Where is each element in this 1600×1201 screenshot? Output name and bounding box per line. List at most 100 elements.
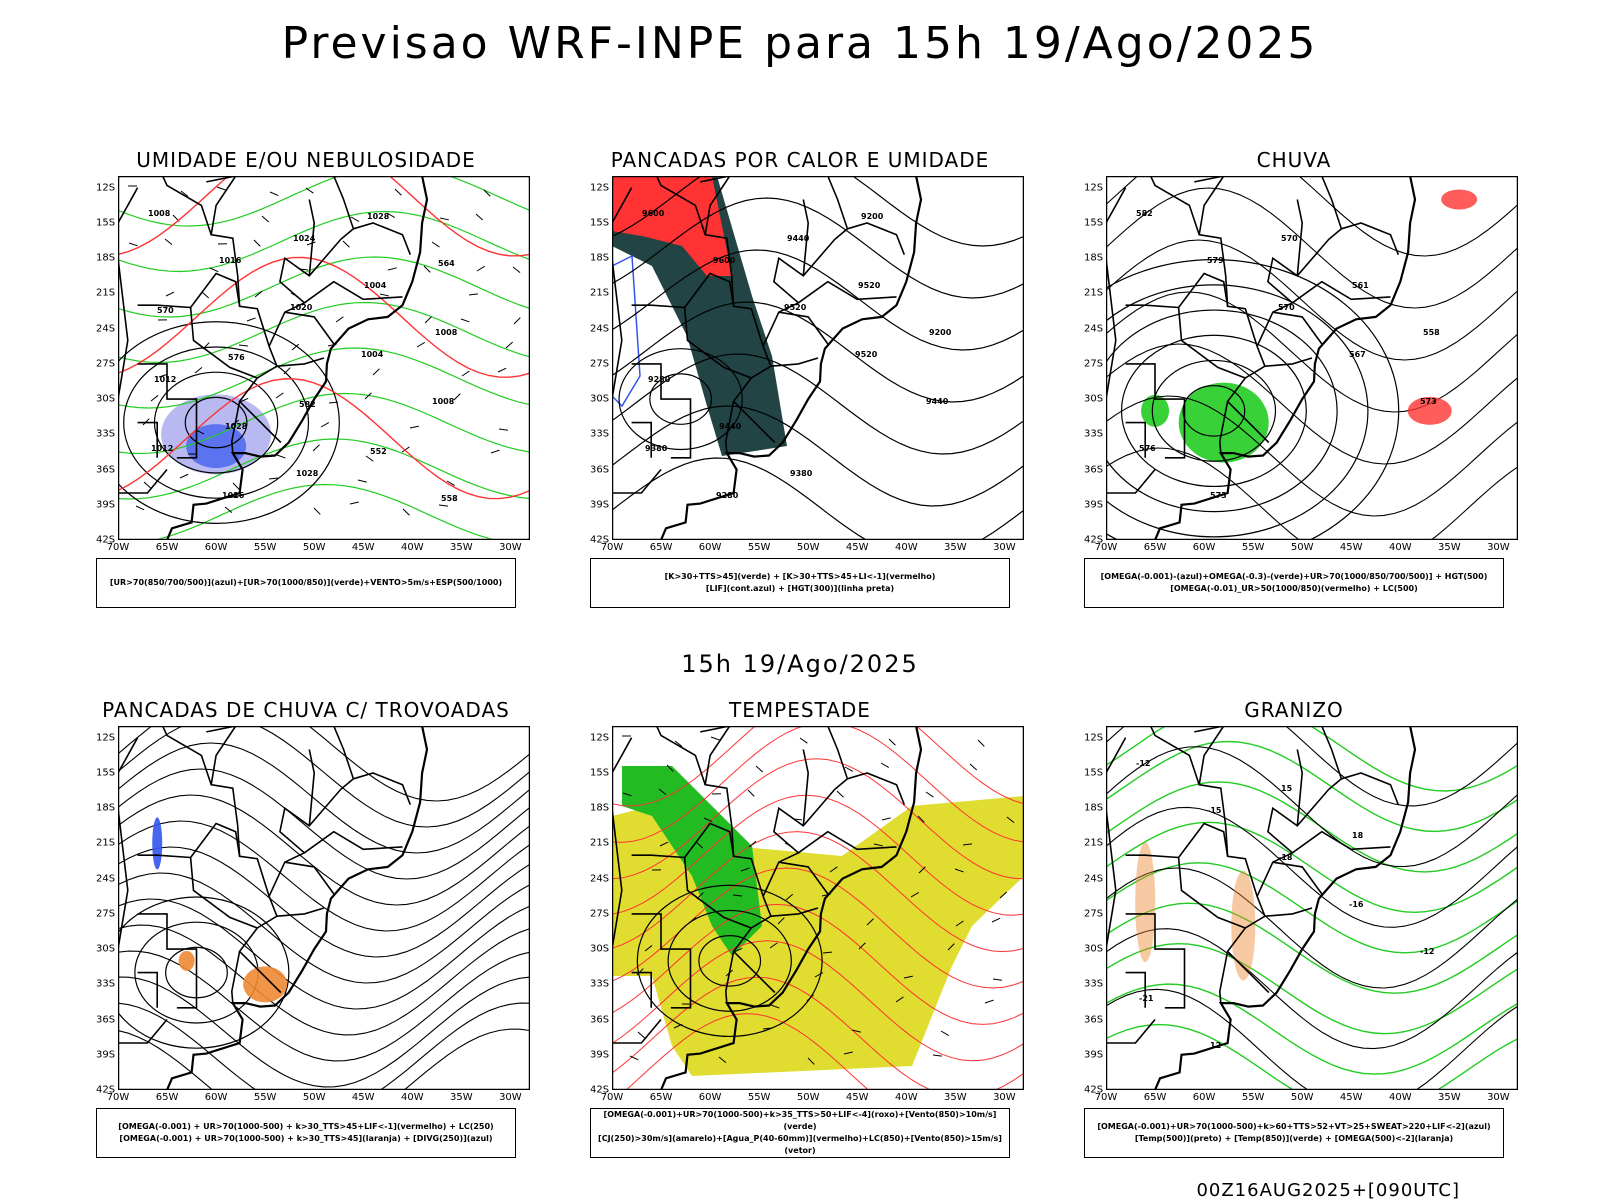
contour-label: 1004: [361, 350, 384, 359]
wind-vector: [336, 317, 343, 322]
contour-label: 9440: [926, 397, 949, 406]
lon-tick-label: 60W: [205, 542, 228, 553]
legend-line: [OMEGA(-0.01)_UR>50(1000/850)(vermelho) …: [1170, 583, 1418, 595]
contour-line: [612, 458, 1024, 540]
wind-vector: [217, 187, 225, 190]
coastline: [1155, 726, 1415, 1090]
border-line: [118, 738, 138, 773]
contour-line: [118, 769, 530, 879]
contour-line: [118, 743, 530, 853]
wind-vector: [800, 738, 807, 743]
lon-tick-label: 40W: [401, 1092, 424, 1103]
contour-label: -15: [1207, 806, 1222, 815]
wind-vector: [711, 737, 719, 740]
contour-label: 1024: [293, 234, 316, 243]
lon-tick-label: 65W: [156, 1092, 179, 1103]
border-line: [118, 470, 167, 494]
wind-vector: [129, 243, 138, 246]
lat-tick-label: 39S: [96, 1049, 115, 1060]
contour-label: 9520: [784, 303, 807, 312]
lon-tick-label: 65W: [156, 542, 179, 553]
panel-title: PANCADAS POR CALOR E UMIDADE: [590, 148, 1010, 172]
lon-tick-label: 65W: [1144, 1092, 1167, 1103]
wind-vector: [373, 369, 380, 375]
lon-tick-label: 40W: [1389, 1092, 1412, 1103]
wind-vector: [277, 455, 285, 458]
lon-tick-label: 45W: [1340, 542, 1363, 553]
wind-vector: [395, 189, 401, 195]
wind-vector: [262, 216, 269, 222]
border-line: [771, 358, 818, 366]
wind-vector: [410, 426, 419, 428]
lon-tick-label: 55W: [748, 1092, 771, 1103]
wind-vector: [513, 267, 520, 273]
lat-tick-label: 15S: [96, 217, 115, 228]
border-line: [1179, 824, 1228, 858]
lat-tick-label: 30S: [590, 944, 609, 955]
border-line: [353, 773, 410, 805]
lon-tick-label: 50W: [797, 542, 820, 553]
contour-label: 573: [1210, 491, 1227, 500]
border-line: [612, 1020, 661, 1044]
contour-line: [118, 899, 530, 1009]
lon-tick-label: 60W: [699, 542, 722, 553]
lat-tick-label: 15S: [1084, 217, 1103, 228]
lat-tick-label: 33S: [96, 429, 115, 440]
border-line: [798, 282, 896, 303]
lon-tick-label: 70W: [107, 542, 130, 553]
lat-tick-label: 24S: [590, 873, 609, 884]
contour-label: 1016: [222, 491, 245, 500]
lat-tick-label: 24S: [1084, 323, 1103, 334]
lon-tick-label: 35W: [1438, 542, 1461, 553]
wind-vector: [889, 739, 895, 745]
field-region: [1231, 871, 1255, 981]
contour-label: 1008: [148, 209, 171, 218]
contour-label: 12: [1210, 1041, 1221, 1050]
lat-tick-label: 18S: [590, 803, 609, 814]
lat-tick-label: 30S: [590, 394, 609, 405]
lat-tick-label: 39S: [590, 1049, 609, 1060]
lon-tick-label: 60W: [699, 1092, 722, 1103]
lat-tick-label: 33S: [1084, 429, 1103, 440]
wind-vector: [432, 242, 439, 247]
lon-tick-label: 40W: [401, 542, 424, 553]
wind-vector: [239, 345, 248, 346]
lon-tick-label: 60W: [1193, 1092, 1216, 1103]
wind-vector: [254, 240, 260, 246]
contour-label: -21: [1139, 994, 1154, 1003]
wind-vector: [985, 1000, 994, 1003]
map-canvas: [612, 726, 1024, 1090]
legend-line: [CJ(250)>30m/s](amarelo)+[Agua_P(40-60mm…: [591, 1133, 1009, 1157]
lon-tick-label: 35W: [1438, 1092, 1461, 1103]
lat-tick-label: 18S: [96, 803, 115, 814]
border-line: [1126, 914, 1185, 1008]
border-line: [847, 223, 904, 255]
lat-tick-label: 15S: [96, 767, 115, 778]
contour-label: 1008: [435, 328, 458, 337]
map-canvas: [118, 726, 530, 1090]
wind-vector: [403, 509, 410, 515]
lat-tick-label: 39S: [1084, 1049, 1103, 1060]
contour-line: [1106, 863, 1518, 953]
lon-tick-label: 45W: [352, 1092, 375, 1103]
contour-label: 582: [299, 400, 316, 409]
lon-tick-label: 55W: [1242, 542, 1265, 553]
wind-vector: [506, 342, 513, 348]
lat-tick-label: 21S: [590, 288, 609, 299]
lon-tick-label: 45W: [352, 542, 375, 553]
wind-vector: [756, 766, 763, 772]
legend-box: [K>30+TTS>45](verde) + [K>30+TTS>45+LI<-…: [590, 558, 1010, 608]
contour-label: 1012: [151, 444, 173, 453]
contour-label: 564: [438, 259, 455, 268]
contour-label: 1008: [432, 397, 455, 406]
wind-vector: [970, 764, 977, 770]
border-line: [1220, 951, 1228, 1003]
lon-tick-label: 30W: [993, 542, 1016, 553]
border-line: [1292, 832, 1390, 853]
wind-vector: [247, 318, 255, 321]
legend-line: [LIF](cont.azul) + [HGT(300)](linha pret…: [706, 583, 894, 595]
wind-vector: [270, 192, 278, 196]
